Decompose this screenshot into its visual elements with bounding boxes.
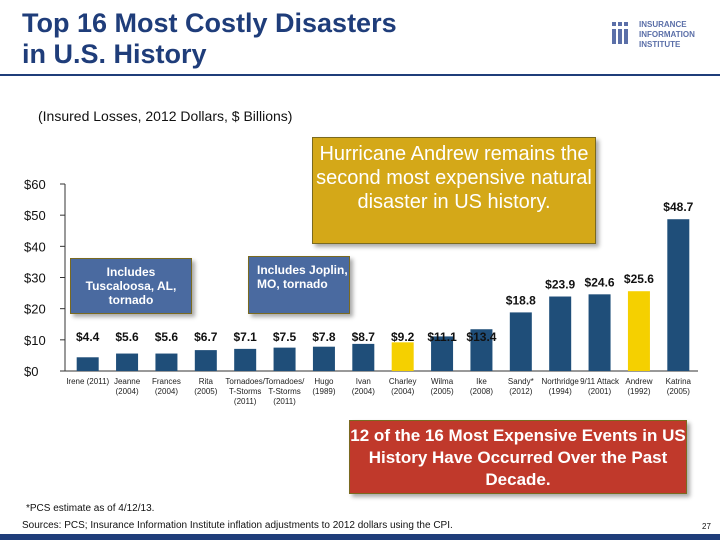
header-divider	[0, 74, 720, 76]
andrew-callout-text: Hurricane Andrew remains the second most…	[316, 143, 592, 213]
bar-chart: $0 $10 $20 $30 $40 $50 $60 $4.4 Irene (2011) $5.6…	[24, 177, 698, 406]
bar	[627, 291, 650, 371]
bar	[549, 296, 572, 371]
bar	[312, 346, 335, 371]
title-line-1: Top 16 Most Costly Disasters	[22, 8, 397, 38]
tuscaloosa-callout: Includes Tuscaloosa, AL, tornado	[70, 258, 192, 314]
x-tick-label: (2004)	[155, 387, 178, 396]
page-title: Top 16 Most Costly Disasters in U.S. His…	[22, 8, 542, 70]
x-tick-label: Tornadoes/	[265, 377, 305, 386]
y-tick-label: $20	[24, 302, 46, 317]
x-tick-label: Katrina	[666, 377, 692, 386]
data-label: $8.7	[352, 330, 376, 344]
x-tick-label: (2004)	[391, 387, 414, 396]
x-tick-label: Rita	[199, 377, 214, 386]
x-tick-label: Hugo	[314, 377, 334, 386]
x-tick-label: Jeanne	[114, 377, 141, 386]
data-label: $7.8	[312, 330, 336, 344]
data-label: $48.7	[663, 200, 693, 214]
logo-line-2: INFORMATION	[639, 30, 695, 39]
andrew-callout: Hurricane Andrew remains the second most…	[312, 137, 596, 244]
x-tick-label: Northridge	[542, 377, 580, 386]
x-tick-label: Ivan	[356, 377, 371, 386]
x-tick-label: (2008)	[470, 387, 493, 396]
data-label: $25.6	[624, 272, 654, 286]
iii-logo-icon	[612, 22, 628, 44]
x-tick-label: Tornadoes/	[225, 377, 265, 386]
bar	[234, 348, 257, 371]
x-tick-label: Andrew	[625, 377, 652, 386]
bar	[116, 353, 139, 371]
y-tick-label: $30	[24, 271, 46, 286]
logo-text: INSURANCE INFORMATION INSTITUTE	[639, 20, 695, 50]
joplin-callout-text: Includes Joplin, MO, tornado	[257, 263, 348, 291]
x-tick-label: (2005)	[194, 387, 217, 396]
x-tick-label: Wilma	[431, 377, 454, 386]
x-tick-label: (1994)	[549, 387, 572, 396]
title-line-2: in U.S. History	[22, 39, 207, 69]
data-label: $24.6	[585, 275, 615, 289]
y-tick-label: $40	[24, 239, 46, 254]
data-label: $7.5	[273, 330, 297, 344]
bar	[470, 329, 493, 371]
bar	[667, 219, 690, 371]
x-tick-label: (2011)	[234, 397, 257, 406]
x-tick-label: (2004)	[352, 387, 375, 396]
footer-divider	[0, 534, 720, 540]
footnote: *PCS estimate as of 4/12/13.	[26, 503, 155, 514]
data-label: $11.1	[427, 330, 457, 344]
y-tick-label: $10	[24, 333, 46, 348]
data-label: $5.6	[155, 330, 179, 344]
x-tick-label: (2012)	[509, 387, 532, 396]
decade-callout: 12 of the 16 Most Expensive Events in US…	[349, 420, 687, 494]
data-label: $9.2	[391, 330, 415, 344]
bar	[352, 343, 375, 371]
bar	[194, 350, 217, 371]
x-tick-label: 9/11 Attack	[580, 377, 620, 386]
bar	[155, 353, 178, 371]
data-label: $6.7	[194, 330, 218, 344]
data-label: $13.4	[466, 330, 496, 344]
x-tick-label: (2005)	[431, 387, 454, 396]
bar	[391, 342, 414, 371]
data-label: $4.4	[76, 330, 100, 344]
page-number: 27	[702, 522, 711, 531]
y-tick-label: $60	[24, 177, 46, 192]
joplin-callout: Includes Joplin, MO, tornado	[248, 256, 350, 314]
tuscaloosa-callout-text: Includes Tuscaloosa, AL, tornado	[85, 265, 177, 307]
x-tick-label: (2005)	[667, 387, 690, 396]
x-tick-label: (1989)	[312, 387, 335, 396]
x-tick-label: Ike	[476, 377, 487, 386]
data-label: $18.8	[506, 293, 536, 307]
chart-subtitle: (Insured Losses, 2012 Dollars, $ Billion…	[38, 108, 293, 124]
x-tick-label: Sandy*	[508, 377, 534, 386]
bar	[588, 294, 611, 371]
x-tick-label: (1992)	[627, 387, 650, 396]
logo-line-3: INSTITUTE	[639, 40, 681, 49]
x-tick-label: Charley	[389, 377, 417, 386]
x-tick-label: (2011)	[273, 397, 296, 406]
x-tick-label: Frances	[152, 377, 181, 386]
data-label: $7.1	[234, 330, 258, 344]
logo-line-1: INSURANCE	[639, 20, 687, 29]
bar	[431, 336, 454, 371]
data-label: $5.6	[115, 330, 139, 344]
x-tick-label: (2001)	[588, 387, 611, 396]
y-tick-label: $50	[24, 208, 46, 223]
bar	[76, 357, 99, 371]
bar	[273, 347, 296, 371]
data-label: $23.9	[545, 278, 575, 292]
iii-logo: INSURANCE INFORMATION INSTITUTE	[611, 20, 711, 54]
y-tick-label: $0	[24, 364, 38, 379]
x-tick-label: T-Storms	[229, 387, 261, 396]
x-tick-label: T-Storms	[268, 387, 300, 396]
decade-callout-text: 12 of the 16 Most Expensive Events in US…	[350, 426, 686, 489]
x-tick-label: Irene (2011)	[66, 377, 109, 386]
x-tick-label: (2004)	[116, 387, 139, 396]
sources-note: Sources: PCS; Insurance Information Inst…	[22, 520, 453, 531]
bar	[509, 312, 532, 371]
